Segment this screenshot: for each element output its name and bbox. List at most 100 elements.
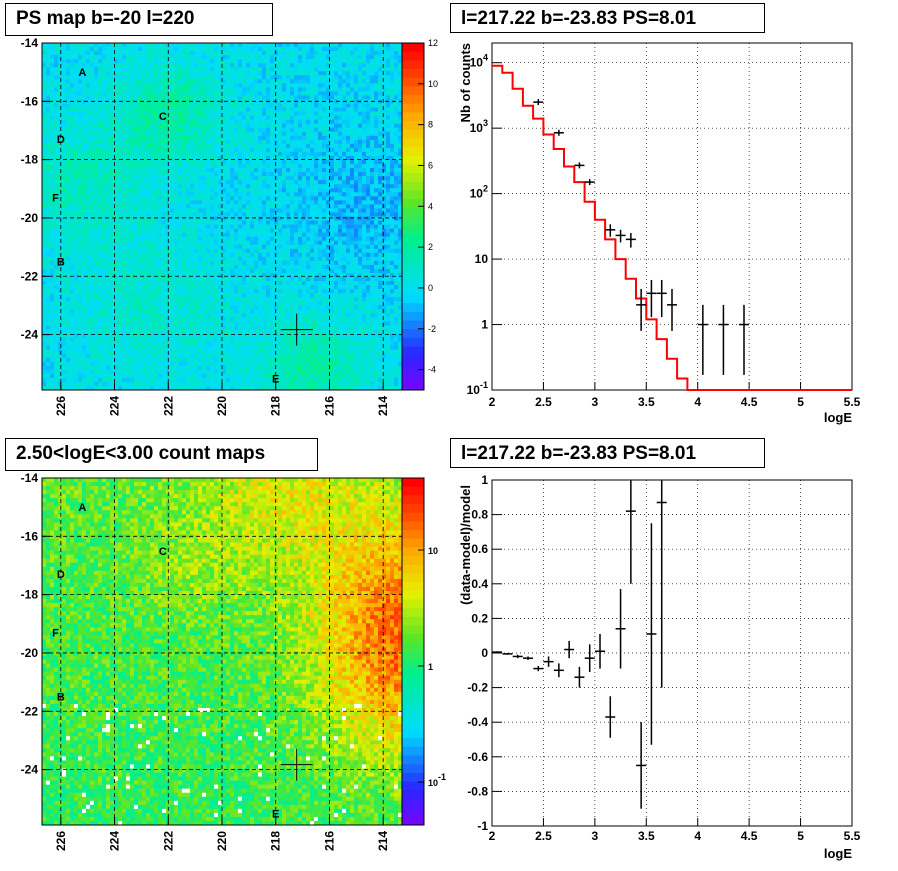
- ps-heatmap-cell: [194, 256, 199, 262]
- ps-heatmap-cell: [178, 91, 183, 96]
- ps-heatmap-cell: [134, 160, 139, 165]
- ps-heatmap-cell: [62, 188, 67, 193]
- ps-heatmap-cell: [50, 55, 55, 60]
- ps-heatmap-cell: [126, 119, 131, 124]
- ps-heatmap-cell: [366, 155, 371, 161]
- ps-heatmap-cell: [150, 264, 155, 270]
- ps-heatmap-cell: [298, 47, 303, 52]
- ps-heatmap-cell: [134, 127, 139, 133]
- ps-heatmap-cell: [322, 87, 327, 92]
- ps-heatmap-cell: [318, 228, 323, 233]
- ps-heatmap-cell: [198, 67, 203, 72]
- ps-heatmap-cell: [366, 192, 371, 197]
- ps-heatmap-cell: [54, 111, 59, 116]
- ps-heatmap-cell: [102, 75, 107, 80]
- ps-heatmap-cell: [42, 260, 47, 266]
- ps-heatmap-cell: [98, 168, 103, 173]
- ps-heatmap-cell: [146, 224, 151, 229]
- ps-heatmap-cell: [82, 143, 87, 149]
- ps-heatmap-cell: [270, 256, 275, 262]
- ps-heatmap-cell: [282, 127, 287, 133]
- ps-heatmap-cell: [294, 139, 299, 145]
- ps-heatmap-cell: [78, 220, 83, 225]
- ps-heatmap-cell: [222, 67, 227, 72]
- ps-heatmap-cell: [126, 59, 131, 64]
- ps-heatmap-cell: [358, 155, 363, 161]
- ps-heatmap-cell: [386, 236, 391, 241]
- ps-heatmap-cell: [90, 192, 95, 197]
- ps-heatmap-cell: [362, 83, 367, 88]
- ps-heatmap-cell: [314, 168, 319, 173]
- ps-heatmap-cell: [274, 151, 279, 157]
- ps-heatmap-cell: [226, 224, 231, 229]
- ps-heatmap-cell: [386, 155, 391, 161]
- ps-heatmap-cell: [150, 176, 155, 181]
- ps-heatmap-cell: [270, 63, 275, 68]
- ps-heatmap-cell: [338, 71, 343, 76]
- ps-heatmap-cell: [138, 83, 143, 88]
- ps-heatmap-cell: [294, 95, 299, 100]
- ps-heatmap-cell: [170, 47, 175, 52]
- ps-heatmap-cell: [238, 240, 243, 246]
- ps-heatmap-cell: [218, 260, 223, 266]
- ps-heatmap-cell: [58, 224, 63, 229]
- ps-heatmap-cell: [122, 155, 127, 161]
- ps-heatmap-cell: [62, 55, 67, 60]
- ps-heatmap-cell: [270, 71, 275, 76]
- ps-heatmap-cell: [86, 260, 91, 266]
- ps-heatmap-cell: [226, 256, 231, 262]
- ps-heatmap-cell: [366, 63, 371, 68]
- ps-heatmap-cell: [202, 196, 207, 201]
- ps-heatmap-cell: [50, 168, 55, 173]
- ps-heatmap-cell: [242, 139, 247, 145]
- ps-heatmap-cell: [206, 164, 211, 169]
- ps-heatmap-cell: [46, 164, 51, 169]
- ps-heatmap-cell: [86, 196, 91, 201]
- ps-heatmap-cell: [298, 87, 303, 92]
- ps-heatmap-cell: [110, 43, 115, 48]
- ps-heatmap-cell: [310, 160, 315, 165]
- ps-heatmap-cell: [394, 232, 399, 237]
- ps-heatmap-cell: [306, 228, 311, 233]
- ps-heatmap-cell: [206, 248, 211, 254]
- ps-heatmap-cell: [90, 135, 95, 141]
- ps-heatmap-cell: [334, 212, 339, 217]
- ps-heatmap-cell: [258, 192, 263, 197]
- ps-heatmap-cell: [182, 83, 187, 88]
- ps-heatmap-cell: [302, 260, 307, 266]
- ps-heatmap-cell: [254, 224, 259, 229]
- ps-heatmap-cell: [214, 256, 219, 262]
- ps-heatmap-cell: [306, 176, 311, 181]
- ps-heatmap-cell: [134, 131, 139, 137]
- ps-heatmap-cell: [358, 212, 363, 217]
- ps-heatmap-cell: [394, 188, 399, 193]
- ps-heatmap-cell: [74, 228, 79, 233]
- ps-heatmap-cell: [302, 224, 307, 229]
- ps-heatmap-cell: [122, 180, 127, 185]
- ps-heatmap-cell: [310, 196, 315, 201]
- ps-heatmap-cell: [358, 208, 363, 213]
- ps-heatmap-cell: [198, 176, 203, 181]
- ps-heatmap-cell: [126, 192, 131, 197]
- ps-heatmap-cell: [58, 184, 63, 189]
- ps-heatmap-cell: [314, 67, 319, 72]
- ps-heatmap-cell: [194, 155, 199, 161]
- ps-heatmap-cell: [174, 135, 179, 141]
- ps-heatmap-cell: [182, 151, 187, 157]
- ps-heatmap-cell: [138, 91, 143, 96]
- ps-heatmap-cell: [214, 59, 219, 64]
- ps-heatmap-cell: [362, 236, 367, 241]
- ps-heatmap-cell: [246, 83, 251, 88]
- ps-heatmap-cell: [250, 176, 255, 181]
- ps-heatmap-cell: [382, 184, 387, 189]
- ps-heatmap-cell: [138, 188, 143, 193]
- ps-heatmap-cell: [90, 236, 95, 241]
- ps-heatmap-cell: [42, 123, 47, 129]
- ps-heatmap-cell: [158, 95, 163, 100]
- ps-heatmap-cell: [278, 192, 283, 197]
- ps-heatmap-cell: [278, 83, 283, 88]
- ps-heatmap-cell: [394, 244, 399, 250]
- ps-heatmap-cell: [138, 256, 143, 262]
- ps-heatmap-cell: [54, 244, 59, 250]
- ps-heatmap-cell: [194, 220, 199, 225]
